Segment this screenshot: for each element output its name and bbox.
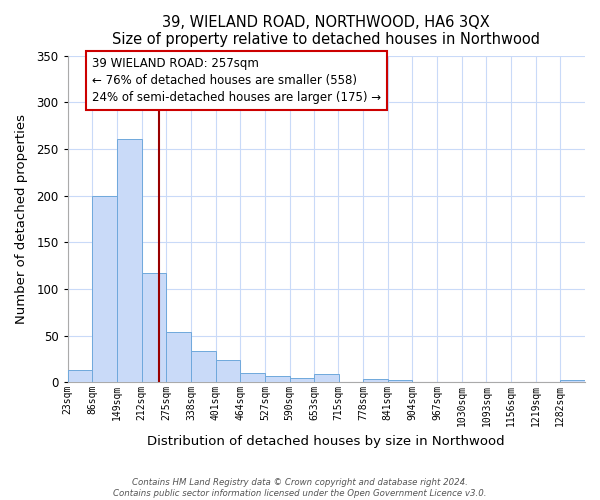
Bar — [215, 360, 240, 382]
Y-axis label: Number of detached properties: Number of detached properties — [15, 114, 28, 324]
Bar — [265, 376, 290, 382]
Title: 39, WIELAND ROAD, NORTHWOOD, HA6 3QX
Size of property relative to detached house: 39, WIELAND ROAD, NORTHWOOD, HA6 3QX Siz… — [112, 15, 541, 48]
Bar — [560, 380, 585, 382]
Bar — [117, 138, 142, 382]
Bar — [166, 332, 191, 382]
Bar — [92, 196, 117, 382]
Bar — [142, 273, 166, 382]
Bar — [191, 352, 215, 382]
Text: 39 WIELAND ROAD: 257sqm
← 76% of detached houses are smaller (558)
24% of semi-d: 39 WIELAND ROAD: 257sqm ← 76% of detache… — [92, 58, 382, 104]
Bar — [388, 380, 412, 382]
X-axis label: Distribution of detached houses by size in Northwood: Distribution of detached houses by size … — [148, 434, 505, 448]
Text: Contains HM Land Registry data © Crown copyright and database right 2024.
Contai: Contains HM Land Registry data © Crown c… — [113, 478, 487, 498]
Bar — [314, 374, 339, 382]
Bar — [290, 378, 314, 382]
Bar — [240, 373, 265, 382]
Bar — [363, 380, 388, 382]
Bar — [68, 370, 92, 382]
